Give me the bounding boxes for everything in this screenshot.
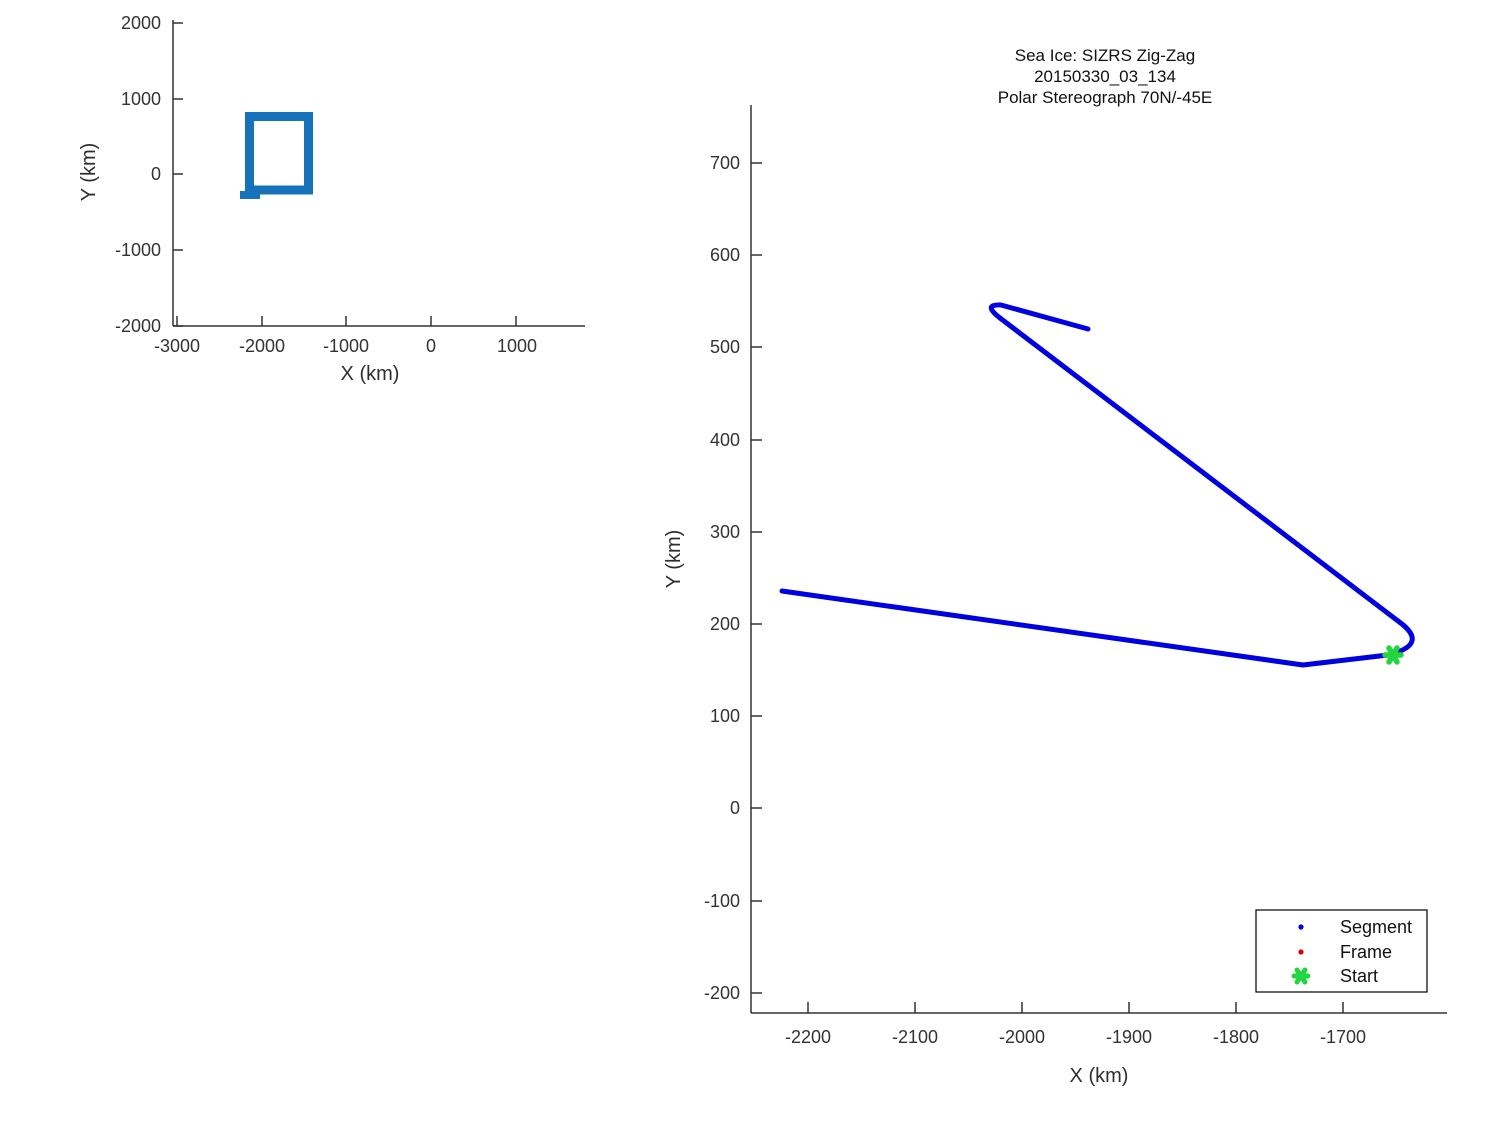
legend-box	[1255, 909, 1428, 993]
zigzag-x-axis-label: X (km)	[1070, 1065, 1129, 1087]
tick-label: 200	[710, 614, 740, 634]
tick-label: -1000	[323, 336, 369, 356]
tick-label: 600	[710, 245, 740, 265]
tick-label: -2000	[999, 1027, 1045, 1047]
tick-label: 300	[710, 522, 740, 542]
tick-label: 2000	[121, 13, 161, 33]
segment-path	[779, 302, 1415, 668]
tick-label: -1800	[1213, 1027, 1259, 1047]
tick-label: -2100	[892, 1027, 938, 1047]
overview-y-tick-marks	[173, 22, 183, 327]
tick-label: 0	[730, 798, 740, 818]
tick-label: 1000	[497, 336, 537, 356]
tick-label: -3000	[154, 336, 200, 356]
tick-label: -1700	[1320, 1027, 1366, 1047]
zigzag-x-tick-marks	[807, 1002, 1344, 1013]
overview-plot: 2000 1000 0 -1000 -2000 -3000 -2000 -100…	[78, 13, 585, 385]
start-marker-icon	[1291, 967, 1311, 985]
legend-label-segment: Segment	[1340, 917, 1412, 937]
overview-x-axis-label: X (km)	[341, 363, 400, 385]
tick-label: 1000	[121, 89, 161, 109]
plot-title-line1: Sea Ice: SIZRS Zig-Zag	[1015, 46, 1195, 65]
zigzag-y-axis-label: Y (km)	[663, 530, 685, 589]
legend-label-frame: Frame	[1340, 942, 1392, 962]
plot-title-line3: Polar Stereograph 70N/-45E	[998, 88, 1213, 107]
flight-track-overview	[245, 112, 313, 195]
tick-label: -2200	[785, 1027, 831, 1047]
tick-label: 0	[151, 164, 161, 184]
tick-label: -2000	[239, 336, 285, 356]
overview-y-axis-label: Y (km)	[78, 143, 100, 202]
frame-marker-icon	[1298, 949, 1304, 955]
tick-label: 100	[710, 706, 740, 726]
tick-label: -1900	[1106, 1027, 1152, 1047]
tick-label: -200	[704, 983, 740, 1003]
segment-marker-icon	[1298, 924, 1304, 930]
tick-label: -2000	[115, 316, 161, 336]
start-marker	[1382, 645, 1404, 665]
tick-label: 0	[426, 336, 436, 356]
tick-label: 400	[710, 430, 740, 450]
zigzag-plot: Sea Ice: SIZRS Zig-Zag 20150330_03_134 P…	[663, 46, 1447, 1087]
tick-label: -1000	[115, 240, 161, 260]
legend-label-start: Start	[1340, 966, 1378, 986]
overview-x-tick-marks	[176, 316, 517, 326]
plot-title-line2: 20150330_03_134	[1034, 67, 1176, 86]
legend: Segment Frame Start	[1255, 909, 1428, 993]
tick-label: -100	[704, 891, 740, 911]
tick-label: 700	[710, 153, 740, 173]
tick-label: 500	[710, 337, 740, 357]
zigzag-y-tick-marks	[751, 162, 762, 994]
